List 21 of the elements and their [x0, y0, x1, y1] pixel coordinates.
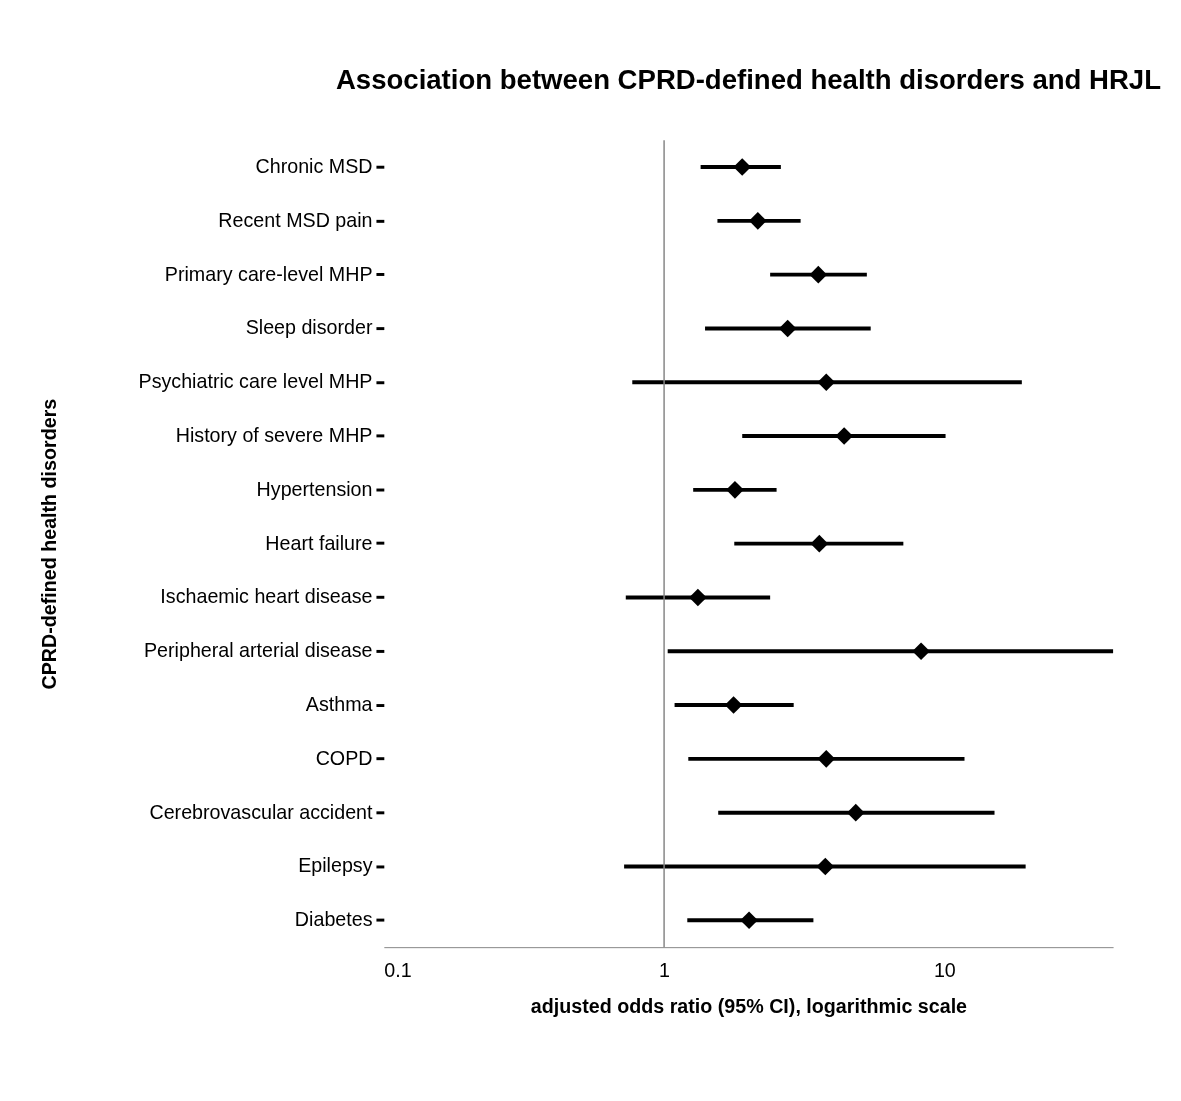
x-tick-label: 0.1 [384, 959, 412, 982]
y-tick-label: Recent MSD pain [218, 208, 373, 231]
y-tick-label: Epilepsy [298, 854, 373, 877]
y-tick-label: Ischaemic heart disease [160, 585, 373, 608]
x-axis-title: adjusted odds ratio (95% CI), logarithmic scale [530, 994, 968, 1017]
chart-title: Association between CPRD-defined health disorders and HRJL [335, 64, 1161, 96]
y-axis-title: CPRD-defined health disorders [37, 398, 60, 690]
x-tick-label: 1 [659, 959, 671, 982]
y-tick-label: Hypertension [256, 477, 373, 500]
y-tick-label: Peripheral arterial disease [143, 639, 373, 662]
y-tick-label: Psychiatric care level MHP [138, 370, 373, 393]
y-tick-label: Heart failure [265, 531, 373, 554]
y-tick-label: Diabetes [294, 908, 373, 931]
y-tick-label: Asthma [305, 692, 373, 715]
x-tick-label: 10 [933, 959, 956, 982]
y-tick-label: Sleep disorder [245, 316, 373, 339]
y-tick-label: Primary care-level MHP [164, 262, 373, 285]
y-tick-label: Chronic MSD [255, 154, 373, 177]
y-tick-label: Cerebrovascular accident [149, 800, 374, 823]
y-tick-label: COPD [315, 746, 373, 769]
y-tick-label: History of severe MHP [175, 423, 373, 446]
